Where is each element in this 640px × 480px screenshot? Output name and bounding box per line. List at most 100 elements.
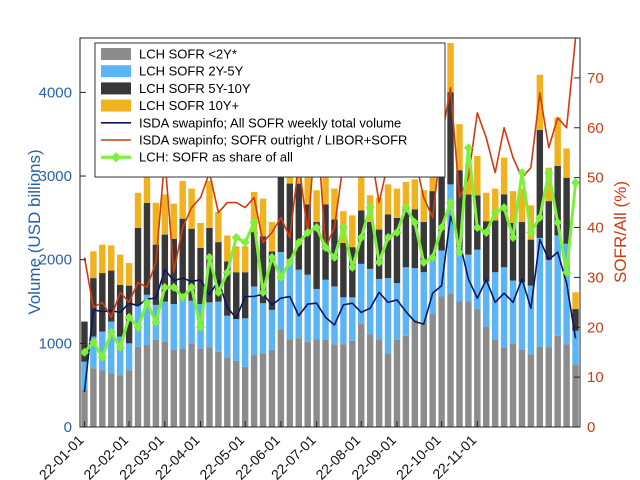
- bar-lt2y: [411, 319, 419, 427]
- bar-y5to10: [384, 214, 392, 279]
- y-tick-label-left: 4000: [39, 84, 72, 101]
- bar-y10plus: [545, 167, 552, 202]
- bar-lt2y: [438, 296, 445, 427]
- bar-lt2y: [340, 344, 347, 427]
- bar-y2to5: [491, 272, 499, 340]
- lch-share-marker: [508, 232, 518, 242]
- legend-swatch: [101, 48, 131, 60]
- bar-y2to5: [509, 280, 517, 344]
- bar-y2to5: [545, 259, 552, 348]
- bar-y2to5: [143, 294, 151, 346]
- lch-share-marker: [267, 252, 277, 262]
- bar-y10plus: [134, 192, 142, 228]
- bar-lt2y: [384, 353, 392, 427]
- bar-y10plus: [474, 155, 481, 196]
- y-tick-label-left: 3000: [39, 168, 72, 185]
- bar-lt2y: [536, 346, 544, 427]
- bar-lt2y: [447, 293, 454, 427]
- bar-y2to5: [81, 361, 88, 390]
- bar-y10plus: [384, 184, 392, 215]
- bar-y5to10: [456, 170, 463, 248]
- bar-y2to5: [161, 301, 169, 342]
- lch-share-marker: [553, 218, 563, 228]
- lch-share-marker: [97, 352, 107, 362]
- line-isda_total: [83, 215, 577, 392]
- bar-lt2y: [349, 340, 356, 427]
- legend-entry-y2to5: LCH SOFR 2Y-5Y: [101, 64, 244, 79]
- bar-y10plus: [554, 117, 561, 166]
- bar-y10plus: [108, 245, 115, 271]
- lch-share-marker: [249, 218, 259, 228]
- legend-entry-lch_share: LCH: SOFR as share of all: [101, 150, 293, 165]
- bar-y5to10: [161, 234, 169, 302]
- bar-y2to5: [322, 279, 329, 340]
- lch-share-marker: [562, 267, 572, 277]
- bar-y2to5: [179, 299, 186, 349]
- bar-y10plus: [206, 181, 213, 228]
- bar-y2to5: [340, 297, 347, 345]
- bar-y5to10: [250, 232, 258, 287]
- bar-y5to10: [349, 247, 356, 298]
- lch-share-marker: [303, 228, 313, 237]
- bar-lt2y: [572, 364, 579, 427]
- bar-y10plus: [304, 173, 311, 205]
- y-tick-label-left: 2000: [39, 252, 72, 269]
- bar-lt2y: [456, 301, 463, 427]
- bar-y5to10: [268, 251, 276, 310]
- bar-lt2y: [170, 350, 177, 427]
- bar-y5to10: [366, 222, 374, 269]
- bar-lt2y: [375, 339, 383, 427]
- lch-share-marker: [329, 252, 339, 262]
- bar-y2to5: [215, 301, 222, 352]
- x-tick-label: 22-01-01: [36, 432, 87, 480]
- bar-lt2y: [90, 368, 97, 427]
- lch-share-marker: [321, 242, 331, 252]
- y-tick-label-right: 60: [587, 120, 604, 137]
- lch-share-marker: [312, 223, 322, 233]
- legend-label: LCH SOFR <2Y*: [139, 47, 237, 62]
- bar-y2to5: [241, 318, 249, 367]
- lch-share-marker: [535, 213, 545, 223]
- bar-y5to10: [536, 130, 544, 238]
- bar-y10plus: [349, 215, 356, 248]
- bar-y10plus: [331, 188, 338, 220]
- legend-swatch: [101, 65, 131, 78]
- bar-lt2y: [331, 344, 338, 427]
- lch-share-marker: [544, 168, 554, 178]
- bar-lt2y: [152, 340, 160, 427]
- lch-share-marker: [374, 257, 384, 267]
- legend-entry-y10plus: LCH SOFR 10Y+: [101, 98, 239, 113]
- legend-box: [94, 42, 446, 178]
- bar-y2to5: [518, 282, 526, 350]
- bar-lt2y: [527, 354, 535, 427]
- bar-y10plus: [143, 160, 151, 203]
- bar-lt2y: [420, 322, 427, 427]
- lch-share-marker: [231, 232, 241, 242]
- bar-y10plus: [500, 157, 508, 195]
- lch-share-marker: [499, 203, 509, 213]
- y-axis-label-right: SOFR/All (%): [611, 181, 630, 283]
- bar-lt2y: [313, 339, 320, 427]
- bar-y2to5: [206, 302, 213, 348]
- bar-y10plus: [375, 197, 383, 230]
- bar-y2to5: [536, 237, 544, 347]
- bar-y5to10: [179, 218, 186, 300]
- bar-y10plus: [152, 202, 160, 245]
- bar-lt2y: [474, 309, 481, 427]
- bar-y2to5: [500, 267, 508, 348]
- bar-lt2y: [277, 329, 285, 427]
- bar-lt2y: [99, 370, 106, 427]
- bar-lt2y: [241, 366, 249, 427]
- bar-lt2y: [224, 357, 231, 427]
- bar-y2to5: [268, 309, 276, 351]
- lch-share-marker: [356, 232, 366, 242]
- bar-y2to5: [447, 184, 454, 294]
- y-tick-label-right: 20: [587, 319, 604, 336]
- bar-y5to10: [491, 220, 499, 273]
- lch-share-marker: [222, 267, 232, 277]
- lch-share-marker: [365, 203, 375, 213]
- bar-y2to5: [474, 249, 481, 310]
- bar-lt2y: [259, 353, 267, 427]
- lch-share-marker: [517, 168, 527, 178]
- bar-y2to5: [108, 321, 115, 374]
